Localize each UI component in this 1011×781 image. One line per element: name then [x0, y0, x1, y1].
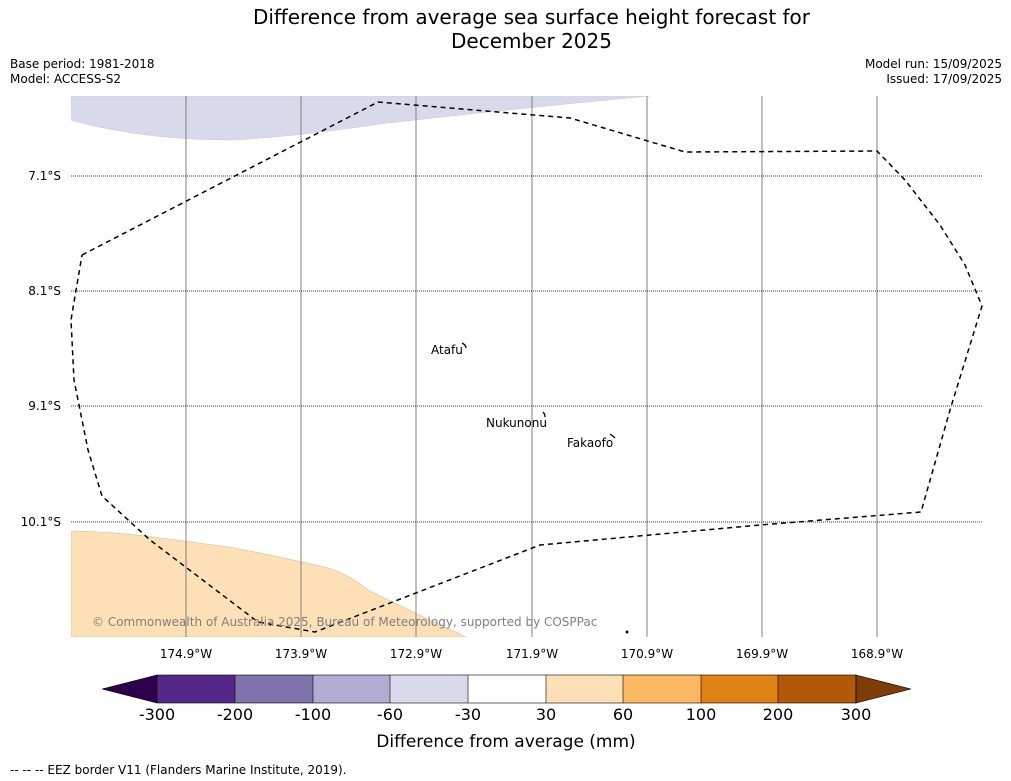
- lon-label: 171.9°W: [506, 647, 558, 661]
- issued-date: Issued: 17/09/2025: [886, 72, 1002, 86]
- nukunonu-atoll: [542, 411, 546, 418]
- colorbar-tick: -30: [455, 705, 481, 724]
- lon-label: 173.9°W: [275, 647, 327, 661]
- colorbar-segment: [778, 675, 856, 703]
- colorbar-segment: [623, 675, 701, 703]
- title-line-2: December 2025: [451, 29, 612, 53]
- lat-label: 10.1°S: [21, 515, 61, 529]
- colorbar-ticks: -300 -200 -100 -60 -30 30 60 100 200 300: [139, 705, 871, 724]
- lon-label: 174.9°W: [160, 647, 212, 661]
- colorbar-max-extension: [855, 674, 912, 704]
- copyright-text: © Commonwealth of Australia 2025, Bureau…: [92, 615, 597, 629]
- longitude-gridlines: [185, 96, 878, 637]
- base-period: Base period: 1981-2018: [10, 57, 155, 71]
- map-title: Difference from average sea surface heig…: [0, 5, 1011, 53]
- lon-label: 169.9°W: [736, 647, 788, 661]
- colorbar: -300 -200 -100 -60 -30 30 60 100 200 300…: [101, 674, 912, 752]
- colorbar-tick: 300: [841, 705, 872, 724]
- colorbar-segment: [313, 675, 390, 703]
- meta-left: Base period: 1981-2018 Model: ACCESS-S2: [10, 57, 155, 87]
- model-name: Model: ACCESS-S2: [10, 72, 122, 86]
- longitude-labels: 174.9°W 173.9°W 172.9°W 171.9°W 170.9°W …: [160, 647, 903, 661]
- lon-label: 170.9°W: [621, 647, 673, 661]
- colorbar-tick: -100: [295, 705, 331, 724]
- anomaly-regions: [71, 96, 651, 637]
- lat-label: 8.1°S: [28, 284, 61, 298]
- model-run: Model run: 15/09/2025: [864, 57, 1002, 71]
- lon-label: 168.9°W: [851, 647, 903, 661]
- colorbar-tick: -300: [139, 705, 175, 724]
- colorbar-tick: 60: [613, 705, 633, 724]
- fakaofo-atoll: [609, 433, 616, 439]
- lat-label: 7.1°S: [28, 169, 61, 183]
- atafu-atoll: [461, 342, 467, 349]
- colorbar-segment: [468, 675, 546, 703]
- colorbar-tick: -200: [217, 705, 253, 724]
- region-negative-anomaly: [71, 96, 651, 141]
- eez-legend-note: -- -- -- EEZ border V11 (Flanders Marine…: [10, 763, 347, 777]
- islands: [461, 342, 629, 634]
- colorbar-tick: 30: [536, 705, 556, 724]
- colorbar-label: Difference from average (mm): [376, 732, 635, 752]
- colorbar-tick: 100: [686, 705, 717, 724]
- colorbar-segment: [157, 675, 235, 703]
- latitude-gridlines: [71, 175, 982, 523]
- colorbar-tick: 200: [763, 705, 794, 724]
- place-label-nukunonu: Nukunonu: [486, 416, 547, 430]
- title-line-1: Difference from average sea surface heig…: [252, 5, 811, 29]
- meta-right: Model run: 15/09/2025 Issued: 17/09/2025: [865, 57, 1002, 87]
- place-label-atafu: Atafu: [431, 343, 463, 357]
- place-labels: Atafu Nukunonu Fakaofo: [431, 343, 613, 450]
- place-label-fakaofo: Fakaofo: [567, 436, 613, 450]
- colorbar-segment: [235, 675, 313, 703]
- colorbar-min-extension: [101, 674, 158, 704]
- lat-label: 9.1°S: [28, 399, 61, 413]
- region-positive-anomaly: [71, 530, 467, 637]
- colorbar-segment: [390, 675, 468, 703]
- eez-border: [70, 101, 983, 633]
- lon-label: 172.9°W: [390, 647, 442, 661]
- latitude-labels: 7.1°S 8.1°S 9.1°S 10.1°S: [21, 169, 61, 529]
- colorbar-tick: -60: [377, 705, 403, 724]
- colorbar-segment: [546, 675, 623, 703]
- colorbar-segment: [701, 675, 778, 703]
- islet-marker: [625, 630, 629, 634]
